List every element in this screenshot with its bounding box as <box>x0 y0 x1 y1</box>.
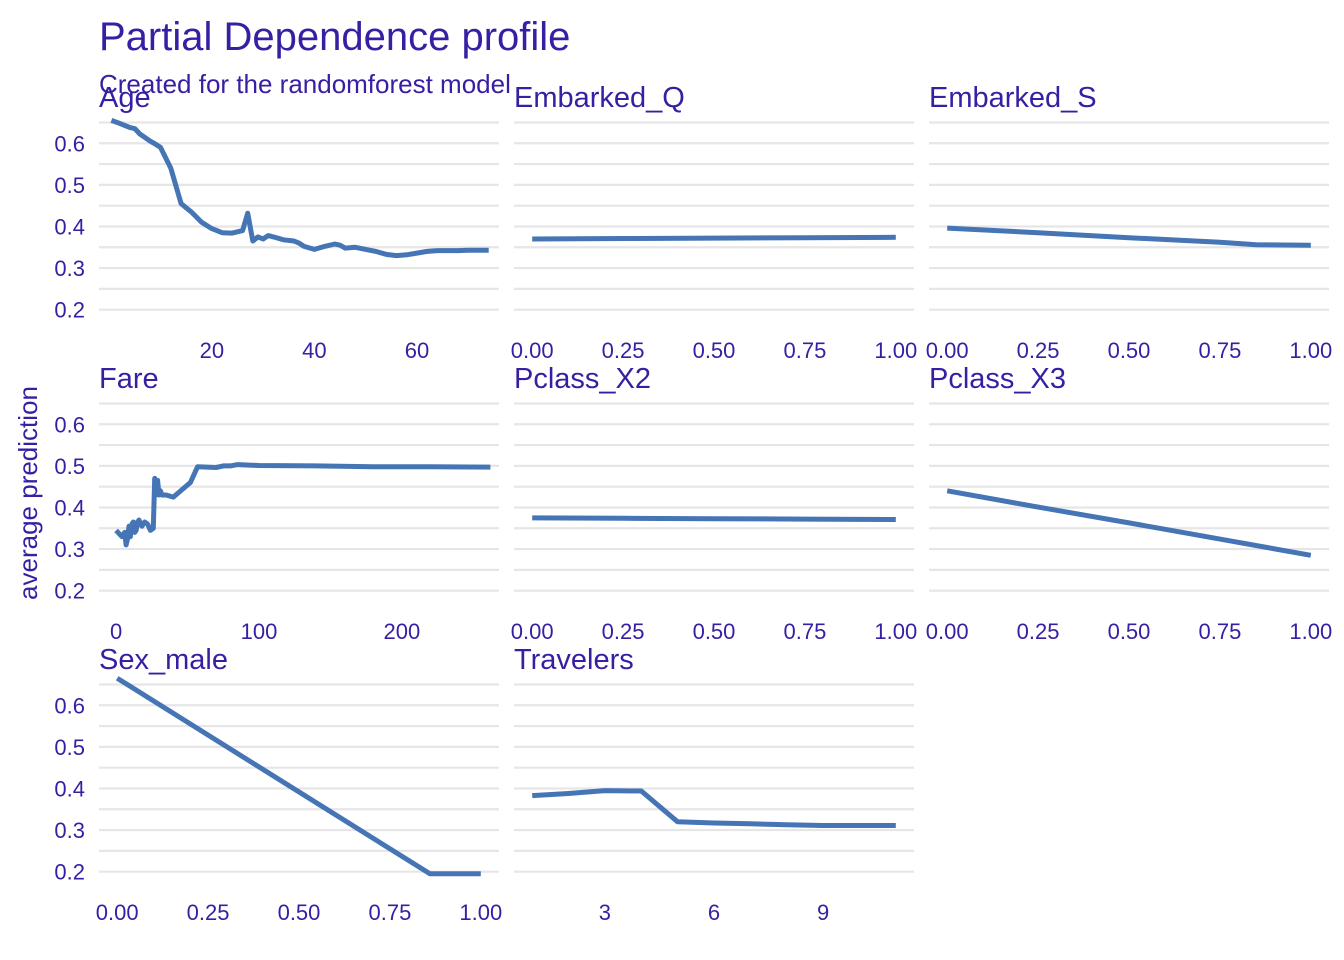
x-tick-label: 1.00 <box>459 900 502 925</box>
series-line <box>114 462 491 548</box>
panel-title: Embarked_S <box>929 82 1097 114</box>
panel-pclass-x3: Pclass_X3 0.00 0.25 0.50 0.75 1.00 <box>926 363 1332 644</box>
x-tick-label: 0.25 <box>602 619 645 644</box>
panel-title: Fare <box>99 363 159 395</box>
y-tick-label: 0.2 <box>54 860 85 885</box>
panel-title: Age <box>99 82 151 114</box>
panel-title: Sex_male <box>99 644 228 676</box>
panel-title: Pclass_X2 <box>514 363 651 395</box>
x-tick-label: 0 <box>110 619 122 644</box>
series-line <box>532 234 896 242</box>
x-tick-label: 0.50 <box>693 338 736 363</box>
panel-travelers: Travelers 3 6 9 <box>514 644 914 925</box>
x-tick-label: 100 <box>241 619 278 644</box>
x-tick-label: 0.00 <box>926 619 969 644</box>
x-tick-label: 1.00 <box>874 338 917 363</box>
y-tick-label: 0.6 <box>54 693 85 718</box>
x-tick-label: 20 <box>200 338 224 363</box>
y-tick-label: 0.6 <box>54 412 85 437</box>
x-tick-label: 0.50 <box>1108 338 1151 363</box>
x-tick-label: 0.25 <box>1017 338 1060 363</box>
y-tick-label: 0.4 <box>54 214 85 239</box>
chart-subtitle: Created for the randomforest model <box>99 69 511 99</box>
x-tick-label: 6 <box>708 900 720 925</box>
x-tick-label: 1.00 <box>1289 338 1332 363</box>
series-line <box>115 676 481 877</box>
panel-sex-male: Sex_male 0.2 0.3 0.4 0.5 0.6 0.00 0.25 0.50 0.75 1… <box>54 644 502 925</box>
series-line <box>532 515 896 522</box>
x-tick-label: 0.00 <box>96 900 139 925</box>
panel-age: Age 0.2 0.3 0.4 0.5 0.6 20 40 60 <box>54 82 499 363</box>
panel-embarked-s: Embarked_S 0.00 0.25 0.50 0.75 1.00 <box>926 82 1332 363</box>
y-tick-label: 0.4 <box>54 495 85 520</box>
y-tick-label: 0.3 <box>54 537 85 562</box>
panel-title: Embarked_Q <box>514 82 685 114</box>
x-tick-label: 0.00 <box>511 338 554 363</box>
x-tick-label: 0.50 <box>278 900 321 925</box>
y-tick-label: 0.2 <box>54 579 85 604</box>
y-tick-label: 0.3 <box>54 818 85 843</box>
series-line <box>947 225 1311 248</box>
y-tick-label: 0.3 <box>54 256 85 281</box>
y-tick-label: 0.5 <box>54 735 85 760</box>
x-tick-label: 0.00 <box>511 619 554 644</box>
x-tick-label: 0.75 <box>783 338 826 363</box>
x-tick-label: 200 <box>383 619 420 644</box>
x-tick-label: 0.75 <box>783 619 826 644</box>
x-tick-label: 0.25 <box>1017 619 1060 644</box>
y-tick-label: 0.5 <box>54 173 85 198</box>
panel-title: Travelers <box>514 644 634 676</box>
panel-fare: Fare 0.2 0.3 0.4 0.5 0.6 0 100 200 <box>54 363 499 644</box>
x-tick-label: 40 <box>302 338 326 363</box>
series-line <box>110 118 489 259</box>
x-tick-label: 9 <box>817 900 829 925</box>
y-axis-label: average prediction <box>13 386 43 600</box>
x-tick-label: 0.50 <box>693 619 736 644</box>
panel-pclass-x2: Pclass_X2 0.00 0.25 0.50 0.75 1.00 <box>511 363 917 644</box>
x-tick-label: 0.25 <box>187 900 230 925</box>
x-tick-label: 0.75 <box>1198 619 1241 644</box>
y-tick-label: 0.5 <box>54 454 85 479</box>
y-tick-label: 0.2 <box>54 298 85 323</box>
x-tick-label: 60 <box>405 338 429 363</box>
panel-embarked-q: Embarked_Q 0.00 0.25 0.50 0.75 1.00 <box>511 82 917 363</box>
x-tick-label: 1.00 <box>874 619 917 644</box>
y-tick-label: 0.6 <box>54 131 85 156</box>
x-tick-label: 0.50 <box>1108 619 1151 644</box>
series-line <box>946 488 1312 558</box>
x-tick-label: 0.75 <box>368 900 411 925</box>
x-tick-label: 1.00 <box>1289 619 1332 644</box>
y-tick-label: 0.4 <box>54 776 85 801</box>
x-tick-label: 0.00 <box>926 338 969 363</box>
chart-title: Partial Dependence profile <box>99 15 570 59</box>
x-tick-label: 0.25 <box>602 338 645 363</box>
panel-title: Pclass_X3 <box>929 363 1066 395</box>
series-line <box>532 788 896 828</box>
x-tick-label: 0.75 <box>1198 338 1241 363</box>
x-tick-label: 3 <box>599 900 611 925</box>
